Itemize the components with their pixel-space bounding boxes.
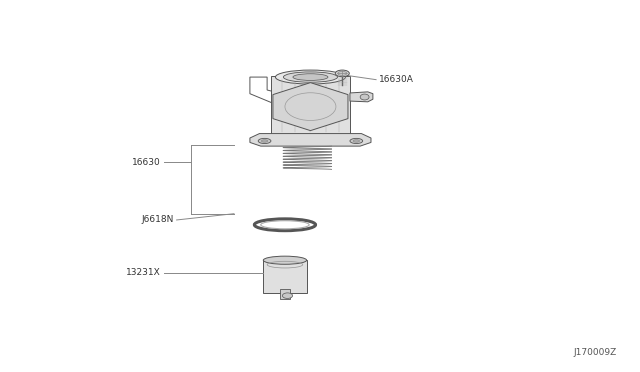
Ellipse shape: [282, 293, 292, 298]
Ellipse shape: [293, 74, 328, 80]
Ellipse shape: [353, 140, 360, 142]
Text: J6618N: J6618N: [141, 215, 173, 224]
Bar: [263, 260, 307, 293]
Polygon shape: [273, 83, 348, 131]
Ellipse shape: [275, 70, 346, 84]
Ellipse shape: [350, 138, 363, 144]
Text: 16630: 16630: [132, 157, 161, 167]
Polygon shape: [350, 92, 373, 102]
Ellipse shape: [284, 72, 337, 82]
Polygon shape: [250, 134, 371, 146]
Ellipse shape: [258, 138, 271, 144]
Bar: [280, 289, 290, 299]
Ellipse shape: [338, 71, 347, 76]
Ellipse shape: [360, 94, 369, 100]
Bar: [271, 76, 350, 134]
Text: 16630A: 16630A: [380, 75, 414, 84]
Ellipse shape: [335, 70, 349, 77]
Ellipse shape: [261, 140, 268, 142]
Text: 13231X: 13231X: [126, 268, 161, 277]
Ellipse shape: [263, 256, 307, 264]
Text: J170009Z: J170009Z: [573, 347, 616, 357]
